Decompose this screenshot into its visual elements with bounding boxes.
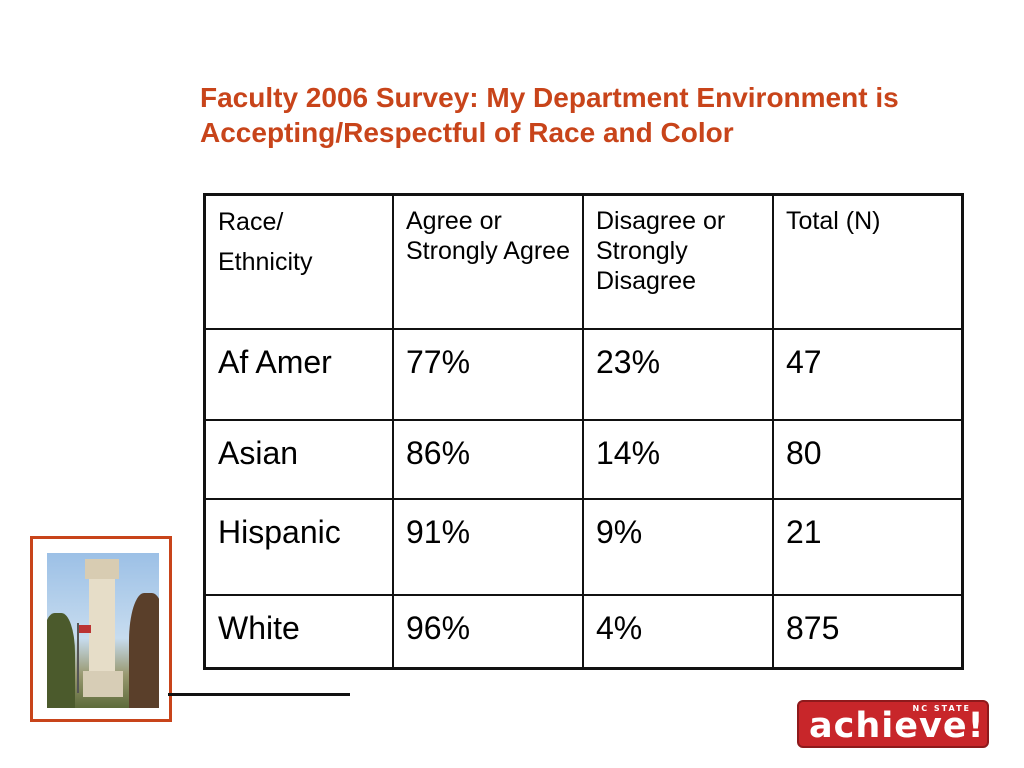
header-agree: Agree or Strongly Agree — [392, 193, 584, 330]
tree-right — [129, 593, 159, 708]
logo-achieve: achieve! — [809, 706, 985, 746]
flag-pole — [77, 623, 79, 693]
cell-disagree: 23% — [582, 328, 774, 421]
cell-group: Asian — [203, 419, 394, 500]
flag — [79, 625, 91, 633]
logo-nc-state: NC STATE — [912, 704, 971, 713]
cell-agree: 77% — [392, 328, 584, 421]
bell-tower-base — [83, 671, 123, 697]
cell-group: Hispanic — [203, 498, 394, 596]
cell-total: 80 — [772, 419, 964, 500]
bell-tower-photo — [47, 553, 159, 708]
cell-disagree: 9% — [582, 498, 774, 596]
divider-line — [168, 693, 350, 696]
table-row: Af Amer 77% 23% 47 — [203, 328, 964, 421]
cell-disagree: 4% — [582, 594, 774, 670]
tree-left — [47, 613, 75, 708]
cell-agree: 86% — [392, 419, 584, 500]
cell-group: Af Amer — [203, 328, 394, 421]
header-race-ethnicity: Race/ Ethnicity — [203, 193, 394, 330]
table-row: White 96% 4% 875 — [203, 594, 964, 670]
cell-total: 875 — [772, 594, 964, 670]
table-header-row: Race/ Ethnicity Agree or Strongly Agree … — [203, 193, 964, 330]
table-row: Asian 86% 14% 80 — [203, 419, 964, 500]
cell-disagree: 14% — [582, 419, 774, 500]
table-row: Hispanic 91% 9% 21 — [203, 498, 964, 596]
achieve-logo: NC STATE achieve! — [797, 700, 989, 748]
cell-total: 21 — [772, 498, 964, 596]
slide-title: Faculty 2006 Survey: My Department Envir… — [200, 82, 899, 148]
header-total: Total (N) — [772, 193, 964, 330]
survey-table: Race/ Ethnicity Agree or Strongly Agree … — [203, 193, 964, 670]
cell-total: 47 — [772, 328, 964, 421]
header-race-line1: Race/ — [218, 208, 284, 236]
cell-agree: 96% — [392, 594, 584, 670]
bell-tower-top — [85, 559, 119, 579]
cell-group: White — [203, 594, 394, 670]
header-disagree: Disagree or Strongly Disagree — [582, 193, 774, 330]
bell-tower-photo-frame — [30, 536, 172, 722]
header-race-line2: Ethnicity — [218, 248, 313, 276]
cell-agree: 91% — [392, 498, 584, 596]
